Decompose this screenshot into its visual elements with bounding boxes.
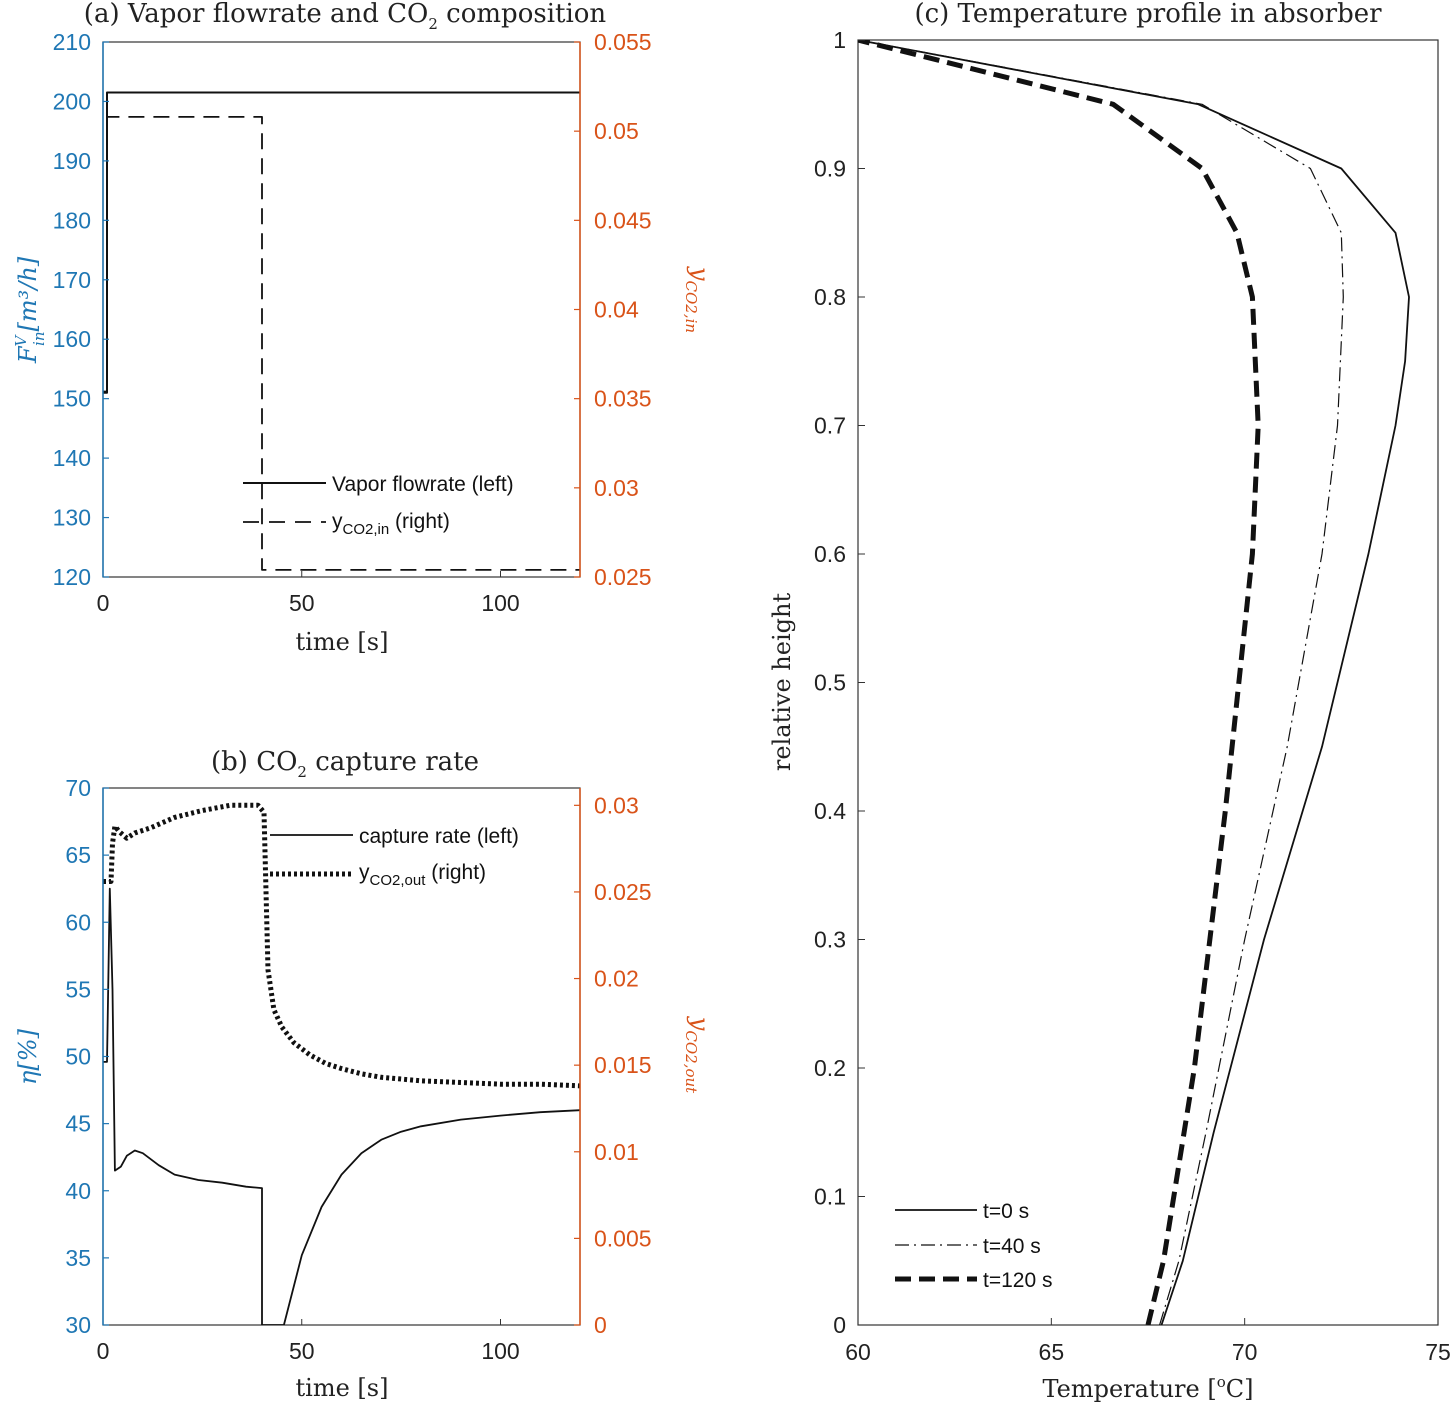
series-c-1 [858,40,1344,1325]
legend-label-t120: t=120 s [983,1269,1052,1292]
legend-label-yco2-in: yCO2,in (right) [332,510,450,538]
right-y-tick-label: 0.025 [594,879,652,905]
panel-a-vapor-flowrate: (a) Vapor flowrate and CO2 composition 0… [12,0,714,656]
left-y-tick-label: 170 [53,267,91,293]
left-y-tick-label: 190 [53,148,91,174]
panel-a-title: (a) Vapor flowrate and CO2 composition [84,0,607,33]
series-c-2 [858,40,1261,1325]
panel-b-capture-rate: (b) CO2 capture rate 0 50 100 30 35 40 45 50 55… [14,747,714,1402]
series-a-1 [103,116,580,571]
right-y-tick-label: 0.035 [594,386,652,412]
x-tick-label: 50 [289,1338,315,1364]
left-y-tick-label: 35 [65,1245,91,1271]
y-tick-label: 0.6 [814,541,846,567]
y-tick-label: 0 [833,1312,846,1338]
left-y-tick-label: 60 [65,909,91,935]
panel-c-x-axis-label: Temperature [oC] [1043,1373,1254,1403]
x-tick-label: 100 [481,590,519,616]
legend-label-capture-rate: capture rate (left) [359,825,519,848]
series-c-0 [858,40,1410,1325]
left-y-tick-label: 180 [53,207,91,233]
y-tick-label: 0.8 [814,284,846,310]
left-y-tick-label: 55 [65,976,91,1002]
left-y-tick-label: 30 [65,1312,91,1338]
panel-a-x-axis-label: time [s] [296,628,389,656]
left-y-tick-label: 120 [53,564,91,590]
panel-c-plot-box [857,39,1439,1326]
x-tick-label: 0 [97,1338,110,1364]
left-y-tick-label: 150 [53,386,91,412]
x-tick-label: 0 [97,590,110,616]
y-tick-label: 0.7 [814,413,846,439]
y-tick-label: 0.1 [814,1184,846,1210]
left-y-tick-label: 210 [53,29,91,55]
series-b-0 [103,887,580,1325]
panel-b-left-axis-label: η[%] [14,1028,42,1085]
left-y-tick-label: 160 [53,326,91,352]
panel-a-legend: Vapor flowrate (left) yCO2,in (right) [243,473,514,538]
x-tick-label: 50 [289,590,315,616]
legend-label-t0: t=0 s [983,1200,1029,1223]
panel-b-legend: capture rate (left) yCO2,out (right) [270,825,519,889]
right-y-tick-label: 0.03 [594,475,639,501]
panel-c-legend: t=0 s t=40 s t=120 s [895,1200,1052,1292]
series-b-1 [103,802,580,1089]
right-y-tick-label: 0 [594,1312,607,1338]
y-tick-label: 0.4 [814,798,846,824]
x-tick-label: 75 [1425,1339,1450,1365]
left-y-tick-label: 65 [65,842,91,868]
x-tick-label: 65 [1039,1339,1065,1365]
right-y-tick-label: 0.055 [594,29,652,55]
legend-label-t40: t=40 s [983,1235,1041,1258]
x-tick-label: 70 [1232,1339,1258,1365]
panel-b-right-axis-label: yCO2,out [682,1016,714,1094]
y-tick-label: 0.9 [814,156,846,182]
left-y-tick-label: 200 [53,88,91,114]
right-y-tick-label: 0.04 [594,297,639,323]
left-y-tick-label: 130 [53,505,91,531]
right-y-tick-label: 0.03 [594,792,639,818]
right-y-tick-label: 0.05 [594,118,639,144]
y-tick-label: 0.5 [814,670,846,696]
right-y-tick-label: 0.025 [594,564,652,590]
right-y-tick-label: 0.045 [594,207,652,233]
panel-c-title: (c) Temperature profile in absorber [914,0,1382,29]
panel-a-plot-box [102,41,581,578]
panel-b-x-axis-label: time [s] [296,1374,389,1402]
y-tick-label: 1 [833,27,846,53]
right-y-tick-label: 0.005 [594,1225,652,1251]
left-y-tick-label: 40 [65,1178,91,1204]
y-tick-label: 0.2 [814,1055,846,1081]
right-y-tick-label: 0.01 [594,1139,639,1165]
y-tick-label: 0.3 [814,927,846,953]
x-tick-label: 100 [481,1338,519,1364]
legend-label-yco2-out: yCO2,out (right) [359,861,486,889]
right-y-tick-label: 0.02 [594,966,639,992]
x-tick-label: 60 [845,1339,871,1365]
panel-a-left-axis-label: FVin[m³/h] [12,256,48,364]
left-y-tick-label: 50 [65,1044,91,1070]
series-a-0 [103,91,580,394]
panel-a-right-axis-label: yCO2,in [682,266,714,333]
panel-b-title: (b) CO2 capture rate [211,747,479,781]
right-y-tick-label: 0.015 [594,1052,652,1078]
left-y-tick-label: 140 [53,445,91,471]
panel-c-y-axis-label: relative height [768,593,796,772]
panel-c-temperature-profile: (c) Temperature profile in absorber 60 65… [768,0,1450,1403]
panel-b-plot-box [102,787,581,1326]
legend-label-vapor-flowrate: Vapor flowrate (left) [332,473,514,496]
left-y-tick-label: 45 [65,1111,91,1137]
left-y-tick-label: 70 [65,775,91,801]
